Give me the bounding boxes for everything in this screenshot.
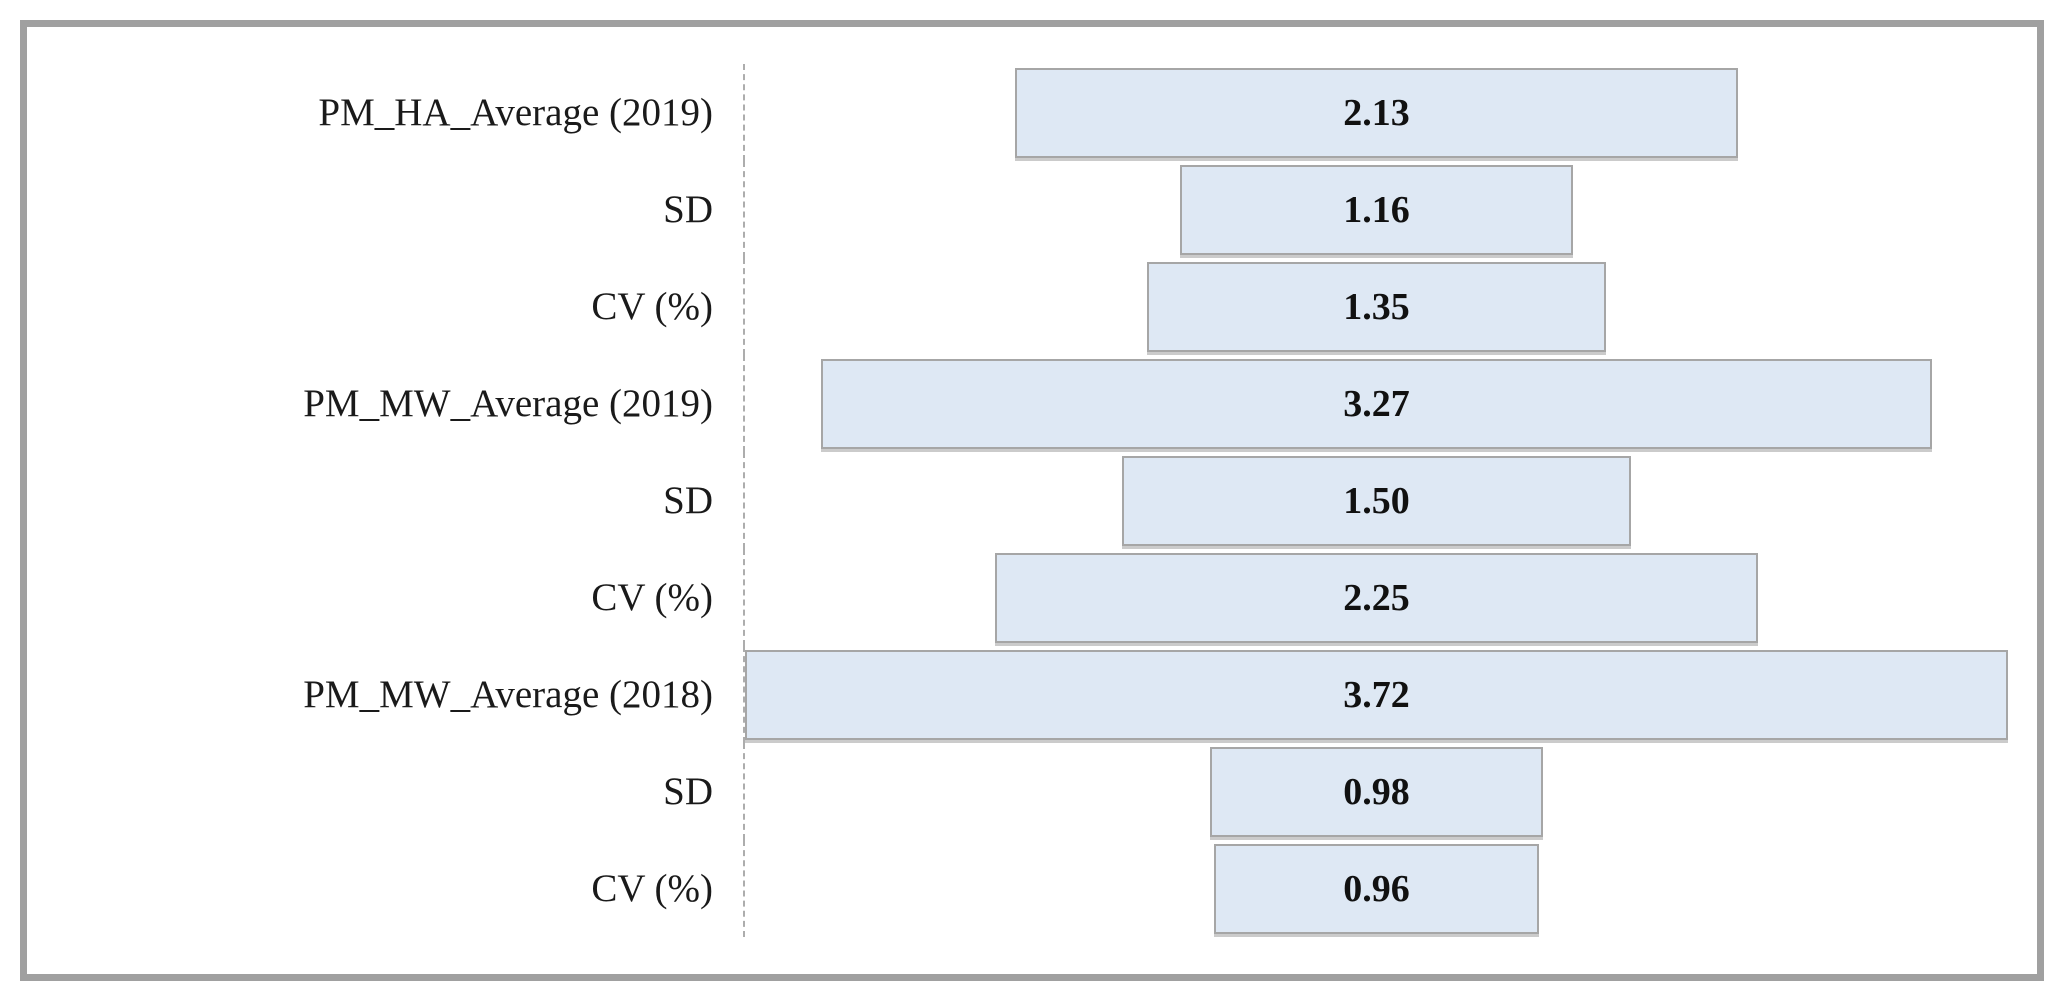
bar: 2.25 bbox=[994, 552, 1759, 643]
chart-row: PM_MW_Average (2018) 3.72 bbox=[27, 646, 2037, 743]
chart-row: CV (%) 2.25 bbox=[27, 549, 2037, 646]
plot-area: 0.98 bbox=[743, 743, 2037, 840]
category-label: CV (%) bbox=[591, 285, 713, 328]
plot-area: 0.96 bbox=[743, 840, 2037, 937]
bar-value-label: 1.35 bbox=[1343, 285, 1410, 328]
chart-row: CV (%) 1.35 bbox=[27, 258, 2037, 355]
chart-row: PM_MW_Average (2019) 3.27 bbox=[27, 355, 2037, 452]
plot-area: 3.72 bbox=[743, 646, 2037, 743]
bar: 2.13 bbox=[1014, 67, 1739, 158]
category-label: PM_HA_Average (2019) bbox=[318, 91, 713, 134]
chart-rows: PM_HA_Average (2019) 2.13 SD 1.16 CV (%)… bbox=[27, 64, 2037, 937]
plot-area: 3.27 bbox=[743, 355, 2037, 452]
bar: 3.72 bbox=[745, 649, 2008, 740]
category-label: CV (%) bbox=[591, 576, 713, 619]
bar-value-label: 1.16 bbox=[1343, 188, 1410, 231]
bar: 3.27 bbox=[821, 358, 1932, 449]
bar-value-label: 2.13 bbox=[1343, 91, 1410, 134]
category-label: PM_MW_Average (2019) bbox=[303, 382, 713, 425]
bar-zone: 3.72 bbox=[745, 649, 2008, 740]
bar-value-label: 2.25 bbox=[1343, 576, 1410, 619]
category-label: SD bbox=[663, 188, 713, 231]
category-label: SD bbox=[663, 770, 713, 813]
bar: 0.96 bbox=[1213, 843, 1540, 934]
bar-zone: 1.16 bbox=[745, 164, 2008, 255]
chart-row: CV (%) 0.96 bbox=[27, 840, 2037, 937]
bar-value-label: 0.96 bbox=[1343, 867, 1410, 910]
bar-zone: 1.35 bbox=[745, 261, 2008, 352]
bar: 1.50 bbox=[1121, 455, 1632, 546]
bar-value-label: 3.27 bbox=[1343, 382, 1410, 425]
category-label: SD bbox=[663, 479, 713, 522]
bar: 1.35 bbox=[1147, 261, 1606, 352]
bar-zone: 1.50 bbox=[745, 455, 2008, 546]
bar-zone: 0.98 bbox=[745, 746, 2008, 837]
plot-area: 1.16 bbox=[743, 161, 2037, 258]
category-label: PM_MW_Average (2018) bbox=[303, 673, 713, 716]
bar: 0.98 bbox=[1210, 746, 1543, 837]
plot-area: 2.25 bbox=[743, 549, 2037, 646]
plot-area: 2.13 bbox=[743, 64, 2037, 161]
bar-value-label: 3.72 bbox=[1343, 673, 1410, 716]
bar: 1.16 bbox=[1179, 164, 1574, 255]
plot-area: 1.50 bbox=[743, 452, 2037, 549]
bar-zone: 2.25 bbox=[745, 552, 2008, 643]
plot-area: 1.35 bbox=[743, 258, 2037, 355]
chart-row: PM_HA_Average (2019) 2.13 bbox=[27, 64, 2037, 161]
bar-value-label: 0.98 bbox=[1343, 770, 1410, 813]
chart-frame: PM_HA_Average (2019) 2.13 SD 1.16 CV (%)… bbox=[20, 20, 2044, 981]
bar-zone: 0.96 bbox=[745, 843, 2008, 934]
bar-zone: 2.13 bbox=[745, 67, 2008, 158]
chart-row: SD 0.98 bbox=[27, 743, 2037, 840]
chart-row: SD 1.50 bbox=[27, 452, 2037, 549]
bar-zone: 3.27 bbox=[745, 358, 2008, 449]
bar-value-label: 1.50 bbox=[1343, 479, 1410, 522]
chart-row: SD 1.16 bbox=[27, 161, 2037, 258]
category-label: CV (%) bbox=[591, 867, 713, 910]
